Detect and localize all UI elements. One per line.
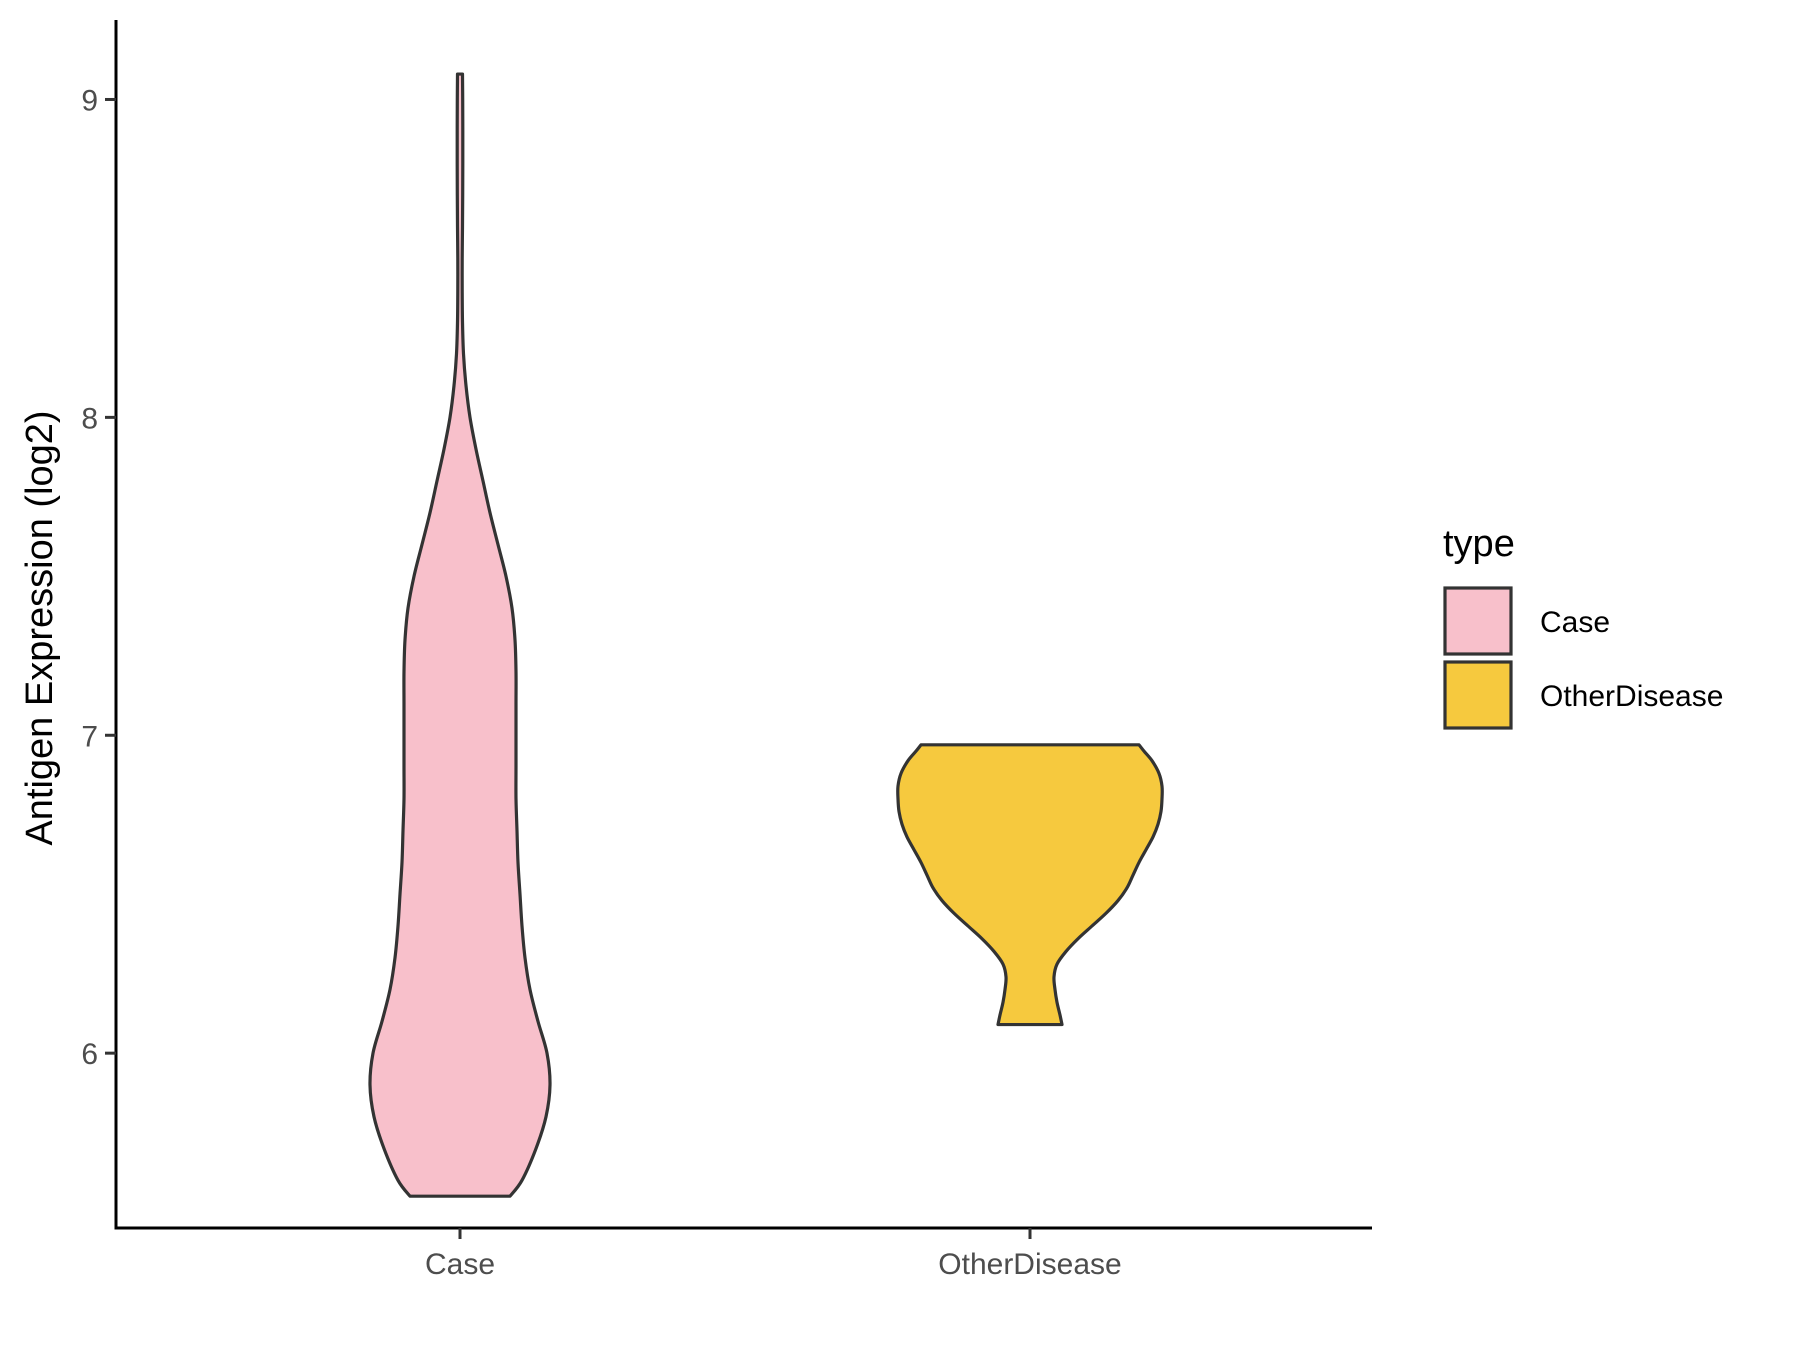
y-tick-label: 7 [81, 720, 98, 753]
legend: type Case OtherDisease [1443, 523, 1723, 730]
legend-title: type [1443, 523, 1515, 565]
axes-layer: 6 7 8 9 Case OtherDisease [81, 20, 1372, 1281]
y-tick-label: 6 [81, 1038, 98, 1071]
legend-label-otherdisease: OtherDisease [1540, 680, 1723, 713]
legend-swatch-otherdisease [1443, 660, 1513, 730]
legend-label-case: Case [1540, 606, 1610, 639]
violin-case [368, 72, 552, 1198]
violin-layer [368, 72, 1164, 1198]
y-tick-label: 9 [81, 84, 98, 117]
violin-otherdisease [896, 743, 1164, 1027]
x-tick-label: OtherDisease [938, 1248, 1121, 1281]
x-tick-label: Case [425, 1248, 495, 1281]
legend-swatch-case [1443, 586, 1513, 656]
y-tick-label: 8 [81, 402, 98, 435]
y-axis-title: Antigen Expression (log2) [19, 410, 61, 845]
